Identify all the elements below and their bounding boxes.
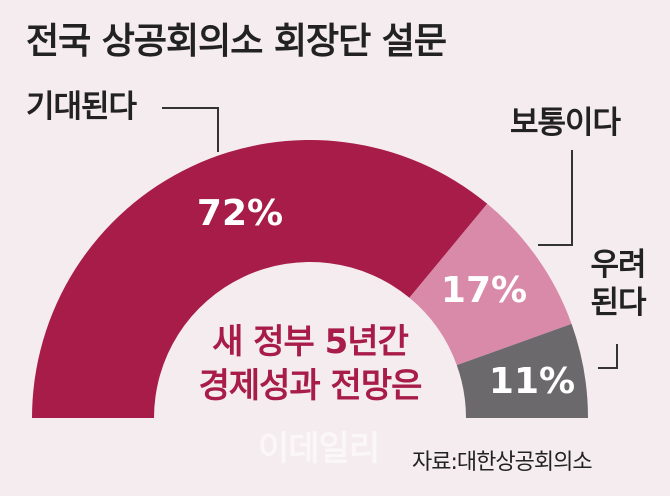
category-label: 기대된다	[26, 89, 137, 125]
leader-line	[162, 107, 219, 152]
leader-lines	[162, 107, 618, 369]
center-text: 새 정부 5년간 경제성과 전망은	[150, 320, 470, 408]
category-label: 보통이다	[510, 105, 621, 141]
data-label: 72%	[197, 193, 283, 234]
donut-segment	[456, 323, 588, 418]
center-text-line: 새 정부 5년간	[212, 322, 409, 362]
leader-line	[598, 344, 618, 369]
chart-title: 전국 상공회의소 회장단 설문	[26, 21, 447, 62]
source: 자료:대한상공회의소	[412, 450, 593, 475]
leader-line	[538, 150, 573, 246]
center-text-line: 경제성과 전망은	[198, 366, 423, 406]
donut-segment	[32, 140, 488, 419]
data-label: 17%	[441, 270, 527, 311]
category-label: 우려된다	[590, 247, 646, 321]
donut-segment	[409, 203, 572, 366]
data-label: 11%	[489, 361, 575, 402]
watermark: 이데일리	[258, 429, 380, 469]
